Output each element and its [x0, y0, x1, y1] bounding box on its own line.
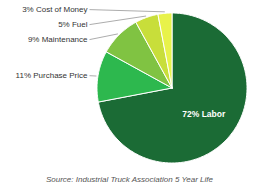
svg-text:3% Cost of Money: 3% Cost of Money [22, 5, 87, 14]
svg-text:5% Fuel: 5% Fuel [58, 20, 88, 29]
svg-text:11% Purchase Price: 11% Purchase Price [16, 71, 88, 80]
svg-text:9% Maintenance: 9% Maintenance [28, 35, 88, 44]
html-text:Source: Industrial Truck Assoc: Source: Industrial Truck Association 5 Y… [46, 175, 213, 184]
svg-text:72% Labor: 72% Labor [182, 109, 226, 119]
